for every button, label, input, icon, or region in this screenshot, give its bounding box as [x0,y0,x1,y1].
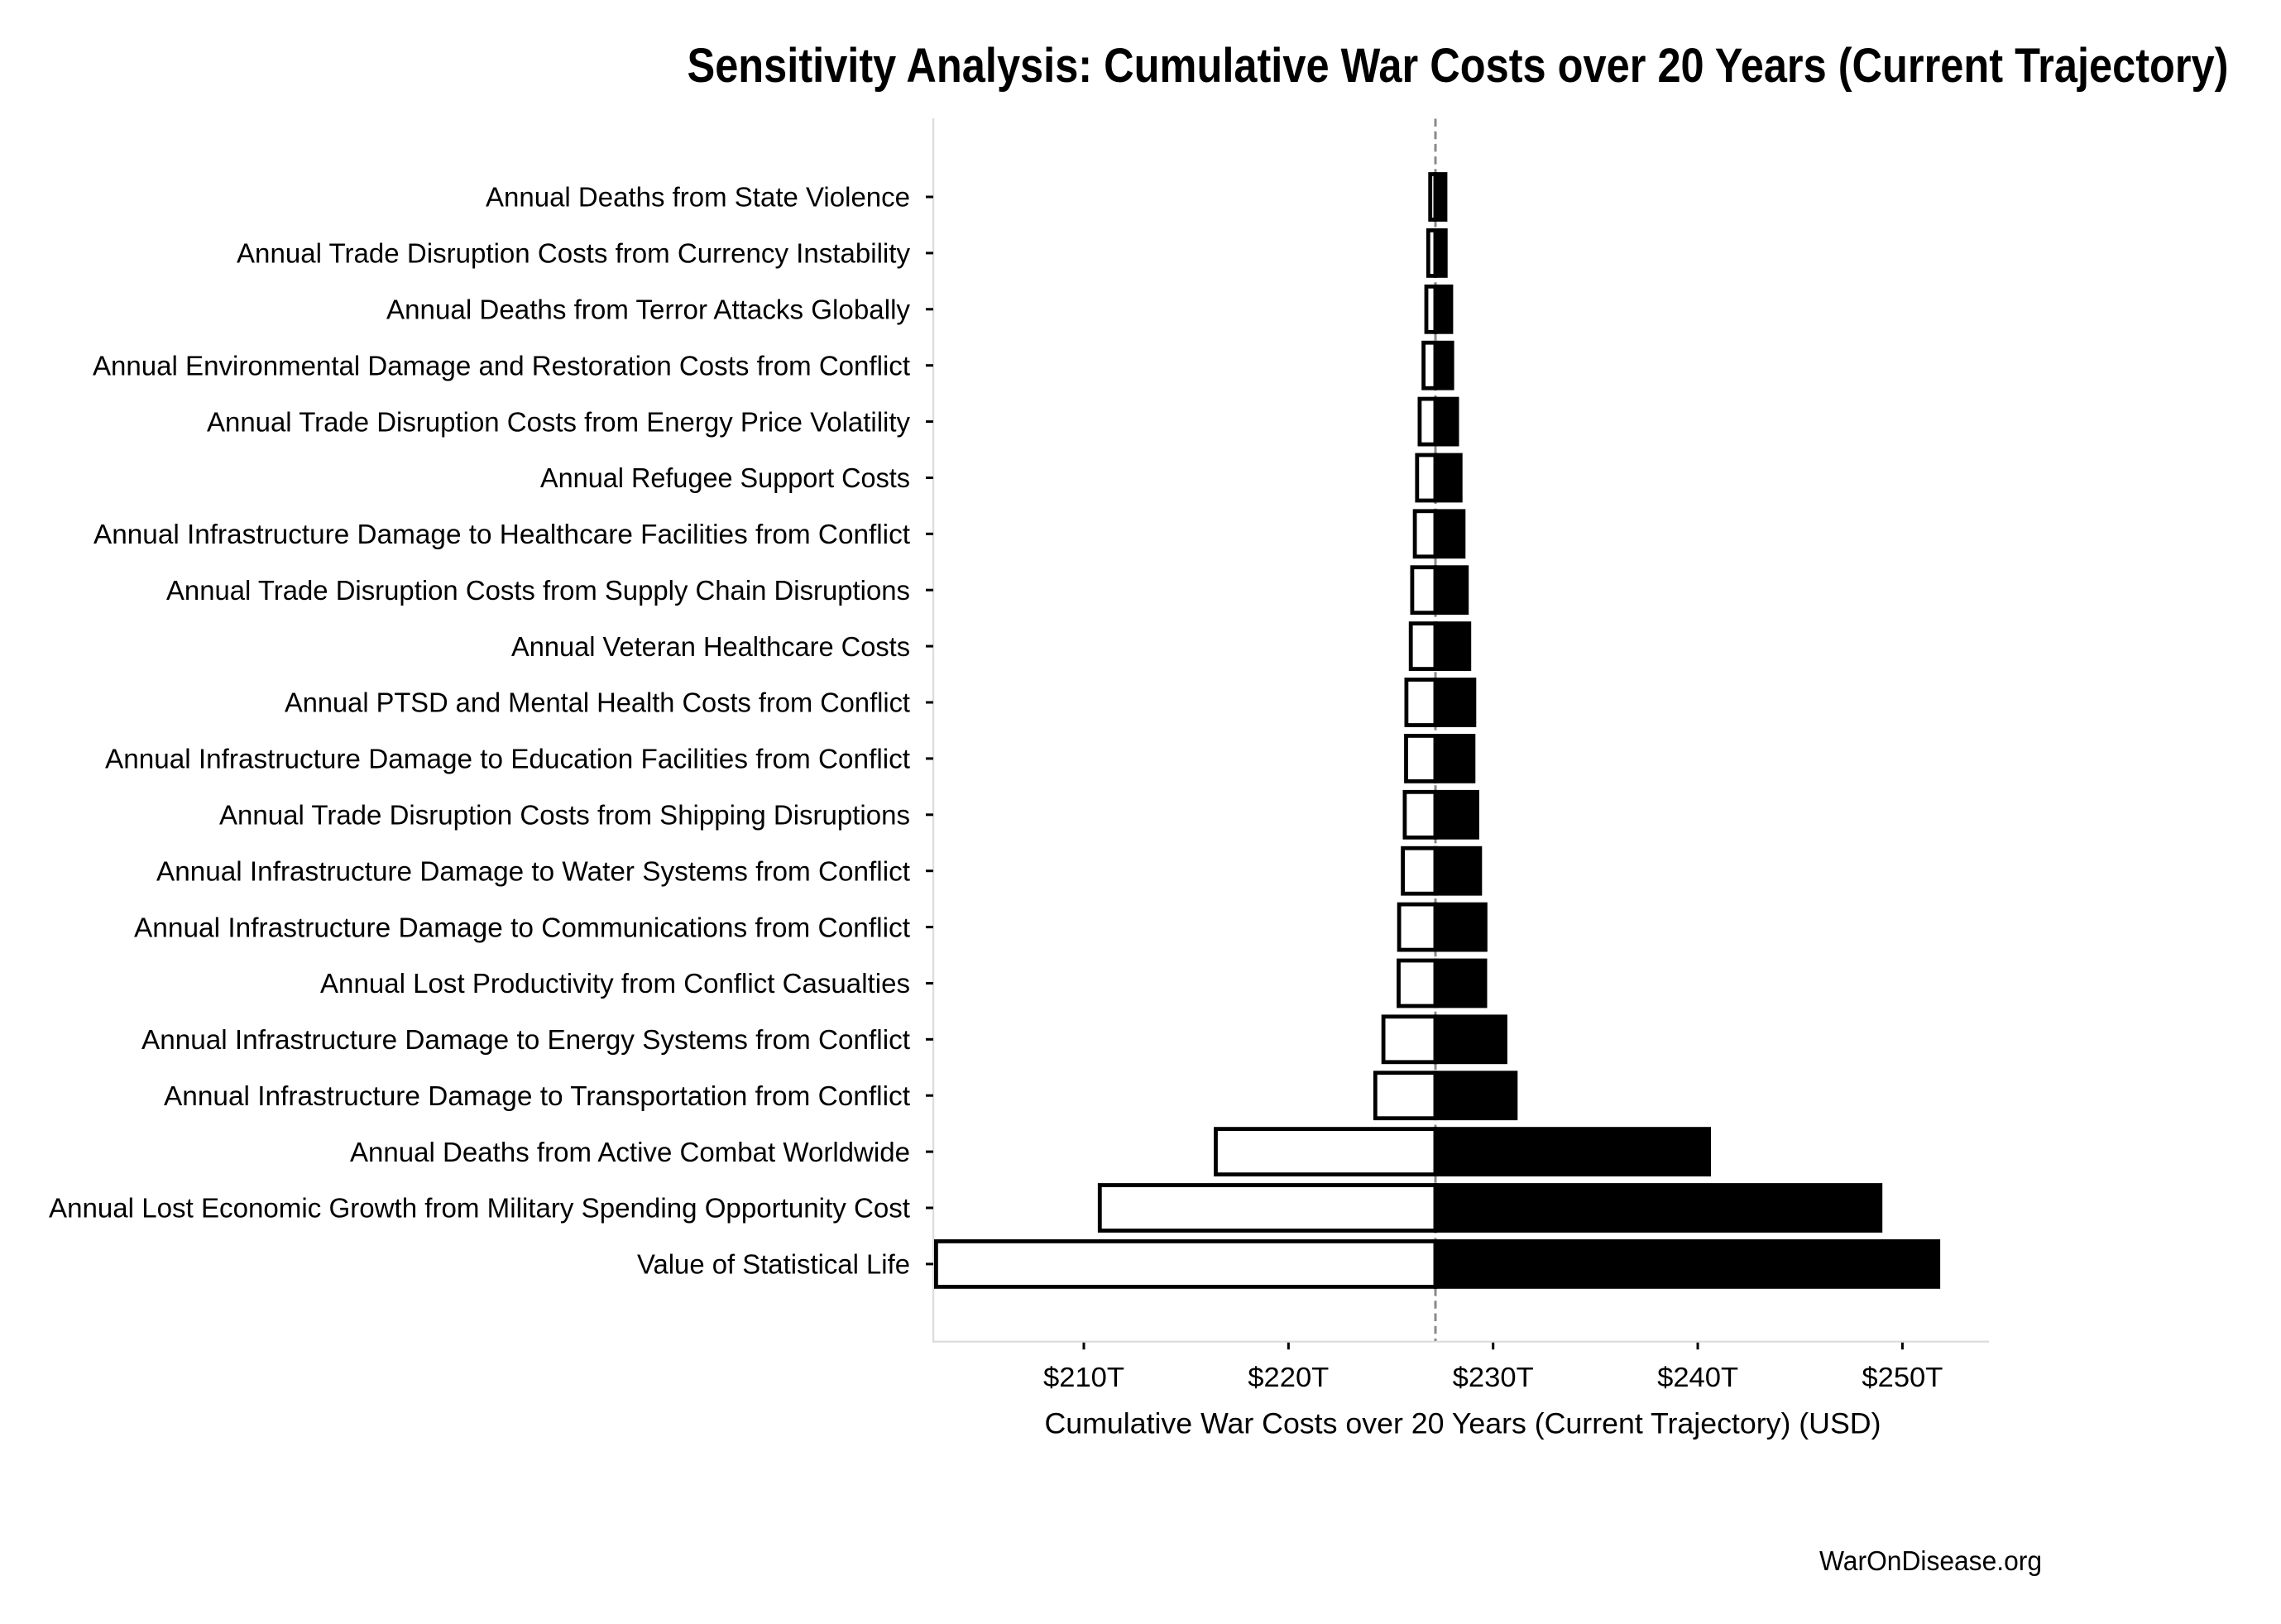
svg-text:Annual Lost Productivity from: Annual Lost Productivity from Conflict C… [320,969,910,999]
svg-text:Cumulative War Costs over 20 Y: Cumulative War Costs over 20 Years (Curr… [1045,1407,1881,1440]
svg-text:Annual Trade Disruption Costs: Annual Trade Disruption Costs from Suppl… [166,576,910,606]
svg-text:Annual Deaths from Terror Atta: Annual Deaths from Terror Attacks Global… [386,295,910,326]
svg-text:Annual Infrastructure Damage t: Annual Infrastructure Damage to Healthca… [93,520,911,550]
svg-text:Annual Environmental Damage an: Annual Environmental Damage and Restorat… [93,351,911,381]
svg-text:$230T: $230T [1453,1363,1534,1393]
svg-text:Annual Infrastructure Damage t: Annual Infrastructure Damage to Transpor… [164,1081,911,1112]
svg-text:Annual Infrastructure Damage t: Annual Infrastructure Damage to Energy S… [141,1025,911,1056]
svg-text:Annual Infrastructure Damage t: Annual Infrastructure Damage to Communic… [134,913,911,943]
svg-text:Annual Infrastructure Damage t: Annual Infrastructure Damage to Educatio… [105,745,911,775]
svg-text:Sensitivity Analysis: Cumulati: Sensitivity Analysis: Cumulative War Cos… [688,39,2229,93]
svg-text:Annual Trade Disruption Costs: Annual Trade Disruption Costs from Shipp… [219,801,910,831]
svg-text:$240T: $240T [1657,1363,1738,1393]
svg-text:Annual Infrastructure Damage t: Annual Infrastructure Damage to Water Sy… [156,856,911,887]
svg-text:Annual PTSD and Mental Health: Annual PTSD and Mental Health Costs from… [285,688,911,719]
svg-text:Annual Trade Disruption Costs: Annual Trade Disruption Costs from Curre… [237,239,910,270]
svg-text:Value of Statistical Life: Value of Statistical Life [637,1250,910,1281]
svg-text:Annual Refugee Support Costs: Annual Refugee Support Costs [540,463,910,494]
svg-text:Annual Veteran Healthcare Cost: Annual Veteran Healthcare Costs [511,632,910,663]
svg-text:Annual Lost Economic Growth fr: Annual Lost Economic Growth from Militar… [49,1194,911,1224]
svg-text:$250T: $250T [1862,1363,1943,1393]
svg-text:Annual Deaths from State Viole: Annual Deaths from State Violence [486,183,910,213]
svg-text:$220T: $220T [1248,1363,1329,1393]
svg-text:Annual Trade Disruption Costs: Annual Trade Disruption Costs from Energ… [207,407,910,438]
svg-text:WarOnDisease.org: WarOnDisease.org [1819,1546,2042,1577]
svg-text:Annual Deaths from Active Comb: Annual Deaths from Active Combat Worldwi… [350,1138,910,1168]
svg-text:$210T: $210T [1043,1363,1124,1393]
